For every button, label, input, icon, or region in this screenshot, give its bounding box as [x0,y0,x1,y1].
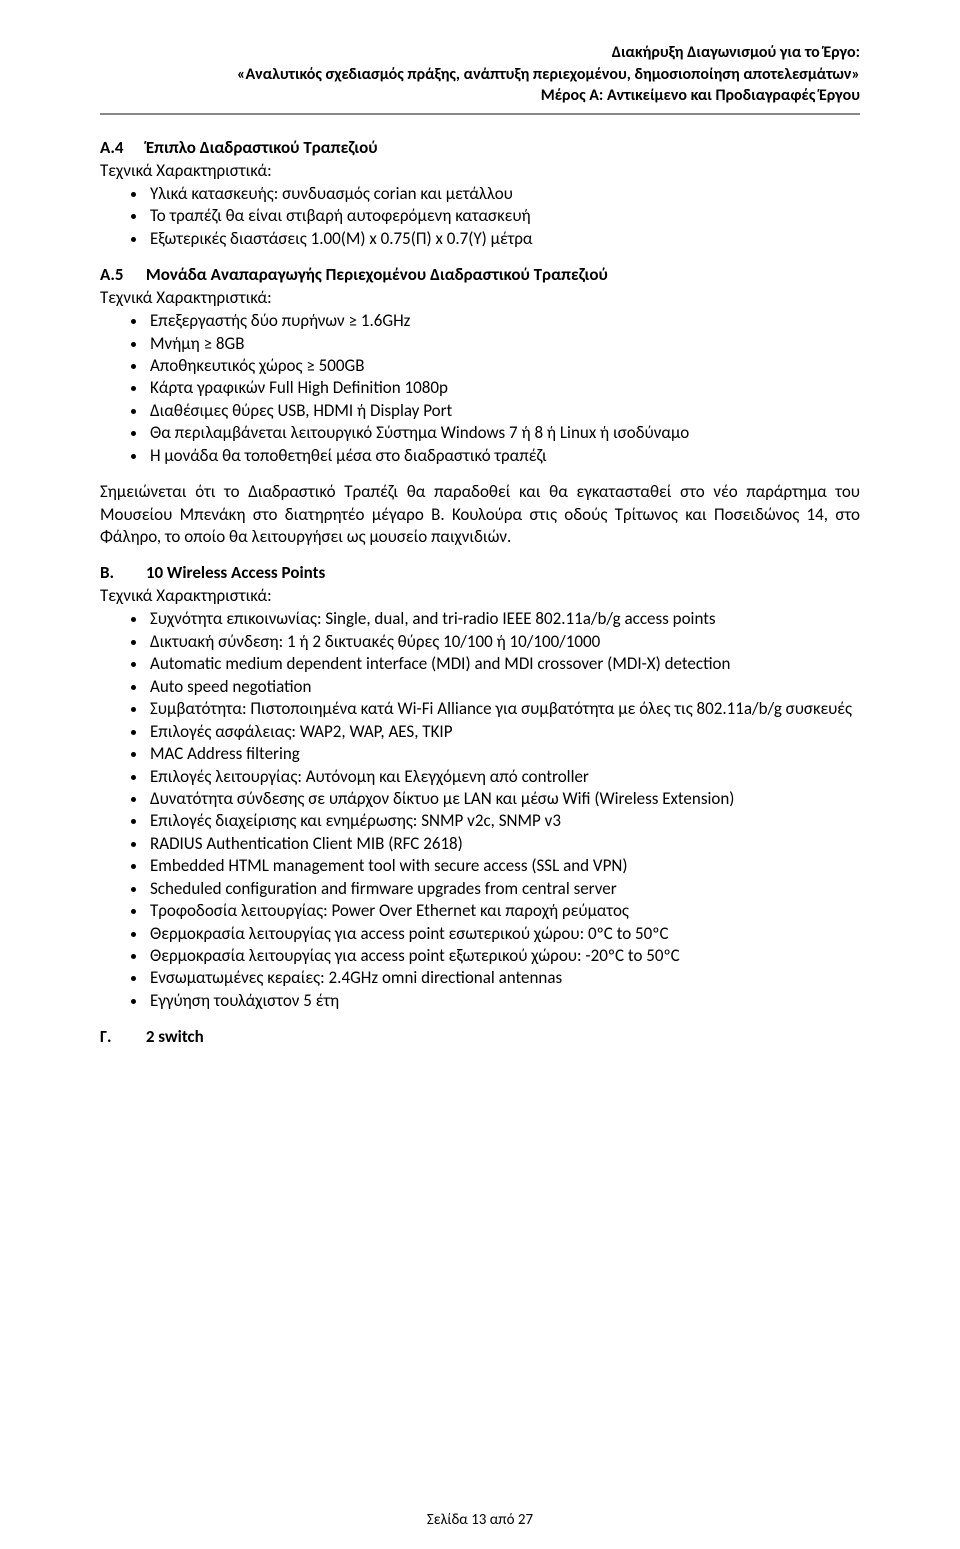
document-page: Διακήρυξη Διαγωνισμού για το Έργο: «Αναλ… [0,0,960,1549]
list-item: Δικτυακή σύνδεση: 1 ή 2 δικτυακές θύρες … [148,631,860,653]
list-item: Υλικά κατασκευής: συνδυασμός corian και … [148,183,860,205]
section-a5-heading: Α.5 Μονάδα Αναπαραγωγής Περιεχομένου Δια… [100,264,860,285]
section-g-num: Γ. [100,1026,142,1047]
section-a5-sub: Τεχνικά Χαρακτηριστικά: [100,287,860,308]
section-b-sub: Τεχνικά Χαρακτηριστικά: [100,585,860,606]
section-a5-title: Μονάδα Αναπαραγωγής Περιεχομένου Διαδρασ… [146,264,608,285]
list-item: Θερμοκρασία λειτουργίας για access point… [148,945,860,967]
header-line-1: Διακήρυξη Διαγωνισμού για το Έργο: [100,42,860,64]
section-a4-sub: Τεχνικά Χαρακτηριστικά: [100,160,860,181]
list-item: Επιλογές ασφάλειας: WAP2, WAP, AES, TKIP [148,721,860,743]
section-a4-title: Έπιπλο Διαδραστικού Τραπεζιού [146,137,378,158]
section-a4-num: Α.4 [100,137,142,158]
list-item: Ενσωματωμένες κεραίες: 2.4GHz omni direc… [148,967,860,989]
section-b-heading: Β. 10 Wireless Access Points [100,562,860,583]
list-item: Μνήμη ≥ 8GB [148,333,860,355]
section-a4-list: Υλικά κατασκευής: συνδυασμός corian και … [100,183,860,250]
list-item: Το τραπέζι θα είναι στιβαρή αυτοφερόμενη… [148,205,860,227]
list-item: Επιλογές λειτουργίας: Αυτόνομη και Ελεγχ… [148,766,860,788]
list-item: Επιλογές διαχείρισης και ενημέρωσης: SNM… [148,810,860,832]
page-header: Διακήρυξη Διαγωνισμού για το Έργο: «Αναλ… [100,42,860,115]
list-item: Δυνατότητα σύνδεσης σε υπάρχον δίκτυο με… [148,788,860,810]
section-a5-list: Επεξεργαστής δύο πυρήνων ≥ 1.6GHz Μνήμη … [100,310,860,467]
list-item: Θα περιλαμβάνεται λειτουργικό Σύστημα Wi… [148,422,860,444]
list-item: Κάρτα γραφικών Full High Definition 1080… [148,377,860,399]
section-b-num: Β. [100,562,142,583]
list-item: Scheduled configuration and firmware upg… [148,878,860,900]
list-item: Τροφοδοσία λειτουργίας: Power Over Ether… [148,900,860,922]
section-a5-num: Α.5 [100,264,142,285]
list-item: Επεξεργαστής δύο πυρήνων ≥ 1.6GHz [148,310,860,332]
section-a4-heading: Α.4 Έπιπλο Διαδραστικού Τραπεζιού [100,137,860,158]
note-paragraph: Σημειώνεται ότι το Διαδραστικό Τραπέζι θ… [100,481,860,548]
list-item: MAC Address filtering [148,743,860,765]
section-b-title: 10 Wireless Access Points [146,562,325,583]
list-item: Automatic medium dependent interface (MD… [148,653,860,675]
list-item: Διαθέσιμες θύρες USB, HDMI ή Display Por… [148,400,860,422]
list-item: Η μονάδα θα τοποθετηθεί μέσα στο διαδρασ… [148,445,860,467]
list-item: Auto speed negotiation [148,676,860,698]
list-item: Αποθηκευτικός χώρος ≥ 500GB [148,355,860,377]
section-g-heading: Γ. 2 switch [100,1026,860,1047]
section-g-title: 2 switch [146,1026,204,1047]
header-line-2: «Αναλυτικός σχεδιασμός πράξης, ανάπτυξη … [100,64,860,86]
page-footer: Σελίδα 13 από 27 [0,1511,960,1529]
header-line-3: Μέρος Α: Αντικείμενο και Προδιαγραφές Έρ… [100,85,860,107]
list-item: Θερμοκρασία λειτουργίας για access point… [148,923,860,945]
section-b-list: Συχνότητα επικοινωνίας: Single, dual, an… [100,608,860,1012]
list-item: Εξωτερικές διαστάσεις 1.00(Μ) x 0.75(Π) … [148,228,860,250]
list-item: Εγγύηση τουλάχιστον 5 έτη [148,990,860,1012]
list-item: Embedded HTML management tool with secur… [148,855,860,877]
list-item: Συχνότητα επικοινωνίας: Single, dual, an… [148,608,860,630]
list-item: Συμβατότητα: Πιστοποιημένα κατά Wi-Fi Al… [148,698,860,720]
list-item: RADIUS Authentication Client MIB (RFC 26… [148,833,860,855]
